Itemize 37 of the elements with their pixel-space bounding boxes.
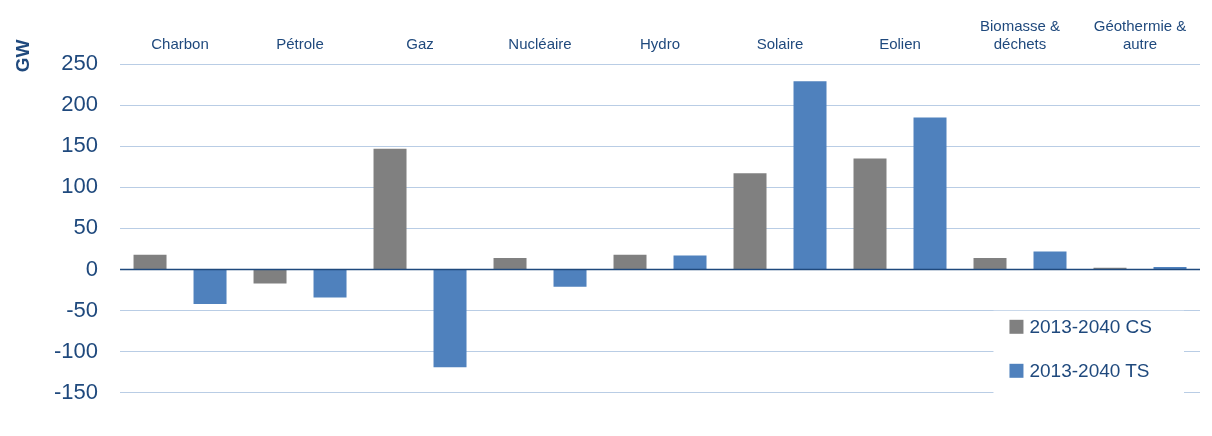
- y-tick-label: -150: [53, 378, 99, 404]
- bar: [553, 270, 587, 287]
- x-tick-label: Gaz: [406, 35, 434, 53]
- bar: [793, 81, 827, 269]
- bar: [253, 270, 287, 284]
- y-tick-label: 150: [61, 132, 99, 158]
- bar: [493, 257, 527, 269]
- y-axis-title: GW: [12, 39, 34, 73]
- y-tick-label: 100: [61, 173, 99, 199]
- bar: [373, 148, 407, 269]
- bar: [973, 257, 1007, 269]
- x-tick-label: Solaire: [756, 35, 804, 53]
- bar: [133, 254, 167, 269]
- x-tick-label: Hydro: [640, 35, 681, 53]
- bar: [853, 158, 887, 269]
- x-tick-label: Biomasse & déchets: [979, 17, 1061, 53]
- bar: [733, 173, 767, 269]
- bar: [1033, 251, 1067, 269]
- bar: [913, 117, 947, 269]
- y-tick-label: 200: [61, 91, 99, 117]
- legend-label: 2013-2040 TS: [1029, 360, 1150, 382]
- y-tick-label: -50: [66, 296, 99, 322]
- x-tick-label: Eolien: [879, 35, 921, 53]
- y-tick-label: 50: [73, 214, 99, 240]
- bar: [433, 270, 467, 368]
- legend-label: 2013-2040 CS: [1029, 316, 1153, 338]
- y-tick-label: -100: [53, 337, 99, 363]
- y-tick-label: 250: [61, 50, 99, 76]
- bar: [193, 270, 227, 305]
- y-tick-label: 0: [85, 255, 99, 281]
- x-tick-label: Géothermie & autre: [1093, 17, 1187, 53]
- bar: [673, 255, 707, 269]
- x-tick-label: Nucléaire: [508, 35, 572, 53]
- x-tick-label: Charbon: [151, 35, 209, 53]
- x-tick-label: Pétrole: [276, 35, 324, 53]
- bar: [613, 254, 647, 269]
- bar: [313, 270, 347, 298]
